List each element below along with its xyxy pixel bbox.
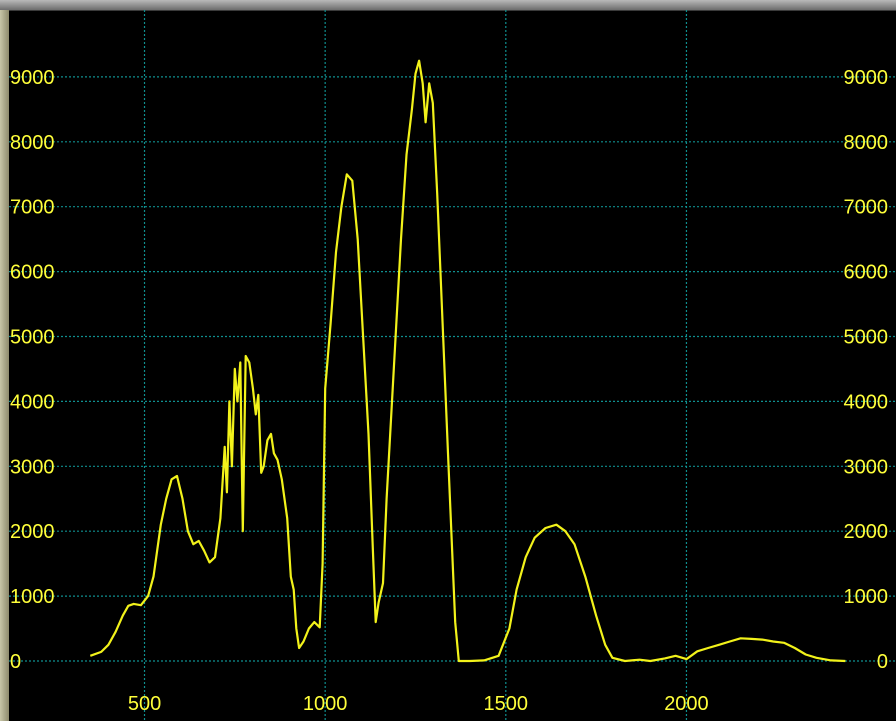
y-tick-label-left: 3000: [10, 456, 55, 478]
series-line: [89, 59, 846, 663]
y-tick-label-right: 8000: [844, 132, 889, 154]
y-tick-label-left: 5000: [10, 327, 55, 349]
x-tick-label: 500: [128, 693, 161, 715]
y-tick-label-left: 0: [10, 651, 21, 673]
window-top-edge: [0, 0, 896, 11]
y-tick-label-right: 9000: [844, 67, 889, 89]
y-tick-label-left: 6000: [10, 262, 55, 284]
y-tick-label-left: 7000: [10, 197, 55, 219]
y-tick-label-left: 4000: [10, 391, 55, 413]
y-tick-label-left: 9000: [10, 67, 55, 89]
grid-lines: [9, 10, 896, 721]
x-tick-label: 1000: [303, 693, 348, 715]
x-axis: 500 1000 1500 2000: [128, 693, 709, 715]
y-tick-label-right: 3000: [844, 456, 889, 478]
y-tick-label-right: 6000: [844, 262, 889, 284]
x-tick-label: 2000: [664, 693, 709, 715]
y-tick-label-right: 7000: [844, 197, 889, 219]
y-tick-label-left: 8000: [10, 132, 55, 154]
y-tick-label-right: 2000: [844, 521, 889, 543]
y-tick-label-right: 5000: [844, 327, 889, 349]
x-tick-label: 1500: [484, 693, 529, 715]
y-tick-label-left: 1000: [10, 586, 55, 608]
y-axis-left: 0 1000 2000 3000 4000 5000 6000 7000 8000 9000: [10, 67, 55, 673]
window-left-edge: [0, 10, 9, 721]
y-tick-label-right: 4000: [844, 391, 889, 413]
y-tick-label-right: 1000: [844, 586, 889, 608]
y-tick-label-left: 2000: [10, 521, 55, 543]
y-axis-right: 0 1000 2000 3000 4000 5000 6000 7000 8000 9000: [844, 67, 889, 673]
y-tick-label-right: 0: [877, 651, 888, 673]
